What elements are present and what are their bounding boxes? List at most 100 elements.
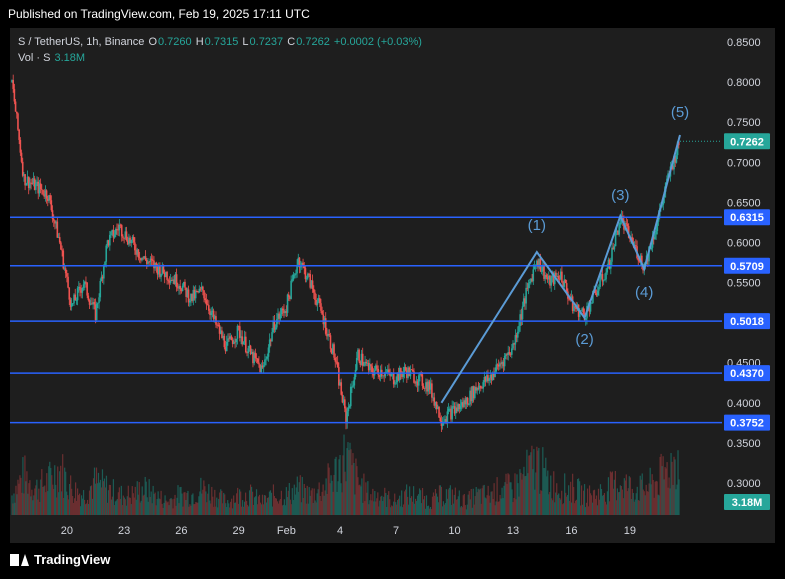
volume-bar bbox=[214, 489, 216, 515]
candle-body bbox=[426, 382, 428, 392]
volume-bar bbox=[674, 459, 676, 515]
candle-body bbox=[454, 407, 457, 414]
volume-bar bbox=[579, 505, 582, 515]
candle-body bbox=[105, 245, 108, 262]
volume-bar bbox=[608, 501, 611, 515]
candle-body bbox=[330, 348, 333, 354]
volume-bar bbox=[25, 481, 27, 515]
candle-body bbox=[472, 386, 475, 399]
volume-bar bbox=[522, 474, 524, 515]
volume-bar bbox=[29, 480, 31, 515]
volume-bar bbox=[268, 491, 271, 515]
volume-bar bbox=[281, 505, 283, 515]
volume-bar bbox=[346, 448, 348, 515]
candle-body bbox=[438, 406, 440, 418]
x-tick-label: Feb bbox=[277, 525, 296, 537]
volume-bar bbox=[428, 508, 431, 515]
volume-bar bbox=[175, 505, 177, 515]
candle-body bbox=[369, 364, 371, 371]
volume-bar bbox=[22, 457, 24, 515]
volume-bar bbox=[338, 459, 340, 515]
candle-body bbox=[261, 365, 264, 368]
volume-bar bbox=[600, 488, 603, 515]
volume-bar bbox=[311, 488, 313, 515]
volume-bar bbox=[454, 487, 456, 515]
chart-legend: S / TetherUS, 1h, Binance O0.7260 H0.731… bbox=[18, 34, 423, 66]
candle-body bbox=[49, 195, 51, 201]
candle-body bbox=[134, 242, 136, 251]
volume-bar bbox=[315, 502, 317, 515]
volume-bar bbox=[410, 498, 412, 515]
candle-body bbox=[479, 385, 482, 388]
candle-body bbox=[227, 338, 229, 342]
price-chart[interactable]: 0.8500 0.8000 0.7500 0.7000 0.6500 0.6000 0.55… bbox=[10, 28, 775, 543]
candle-body bbox=[44, 190, 47, 197]
volume-bar bbox=[623, 478, 625, 515]
candle-body bbox=[35, 183, 37, 190]
volume-bar bbox=[62, 454, 64, 515]
candle-body bbox=[150, 258, 153, 261]
candle-body bbox=[109, 235, 111, 246]
candle-body bbox=[457, 404, 459, 412]
volume-bar bbox=[390, 507, 392, 515]
candle-body bbox=[505, 354, 507, 357]
volume-bar bbox=[208, 484, 210, 515]
volume-bar bbox=[498, 501, 500, 515]
volume-bar bbox=[659, 456, 661, 515]
candle-body bbox=[650, 247, 653, 250]
candle-body bbox=[64, 268, 67, 274]
volume-bar bbox=[106, 502, 109, 515]
candle-body bbox=[401, 373, 403, 378]
volume-bar bbox=[41, 469, 43, 515]
chart-panel[interactable]: 0.8500 0.8000 0.7500 0.7000 0.6500 0.6000 0.55… bbox=[10, 28, 775, 543]
candle-body bbox=[390, 373, 393, 377]
volume-bar bbox=[632, 492, 634, 515]
volume-bar bbox=[233, 495, 235, 515]
candle-body bbox=[181, 285, 184, 292]
candle-body bbox=[104, 261, 106, 266]
candle-body bbox=[62, 250, 65, 269]
volume-bar bbox=[535, 472, 537, 515]
candle-body bbox=[21, 161, 24, 176]
volume-bar bbox=[49, 461, 51, 515]
candle-body bbox=[270, 339, 272, 342]
candle-body bbox=[304, 268, 307, 280]
candle-body bbox=[271, 332, 273, 342]
candle-body bbox=[155, 262, 158, 267]
volume-bar bbox=[518, 496, 520, 515]
volume-bar bbox=[304, 488, 306, 515]
tradingview-logo[interactable]: TradingView bbox=[10, 552, 110, 567]
volume-bar bbox=[553, 471, 555, 515]
volume-bar bbox=[224, 494, 226, 515]
candle-body bbox=[641, 255, 643, 266]
symbol-label[interactable]: S / TetherUS, 1h, Binance bbox=[18, 36, 145, 48]
volume-bar bbox=[165, 500, 167, 515]
candle-body bbox=[241, 336, 244, 345]
candle-body bbox=[594, 289, 597, 294]
volume-bar bbox=[531, 445, 533, 515]
candle-body bbox=[484, 376, 487, 382]
volume-bar bbox=[442, 501, 445, 515]
candle-body bbox=[419, 373, 421, 376]
volume-bar bbox=[63, 498, 65, 515]
volume-bar bbox=[651, 474, 653, 515]
volume-bar bbox=[554, 502, 556, 515]
candle-body bbox=[463, 400, 465, 408]
volume-bar bbox=[350, 449, 352, 515]
candle-body bbox=[120, 225, 123, 237]
volume-bar bbox=[585, 502, 588, 515]
volume-bar bbox=[209, 500, 211, 515]
volume-bar bbox=[283, 499, 285, 515]
volume-bar bbox=[597, 488, 600, 515]
x-tick-label: 7 bbox=[393, 525, 399, 537]
x-tick-label: 19 bbox=[624, 525, 636, 537]
volume-bar bbox=[294, 494, 296, 515]
volume-bar bbox=[639, 475, 641, 515]
volume-bar bbox=[221, 490, 223, 515]
volume-bar bbox=[64, 467, 66, 515]
candle-body bbox=[316, 301, 319, 305]
volume-bar bbox=[330, 475, 332, 515]
candle-body bbox=[575, 307, 578, 310]
candle-body bbox=[403, 366, 406, 372]
volume-bar bbox=[654, 481, 656, 515]
